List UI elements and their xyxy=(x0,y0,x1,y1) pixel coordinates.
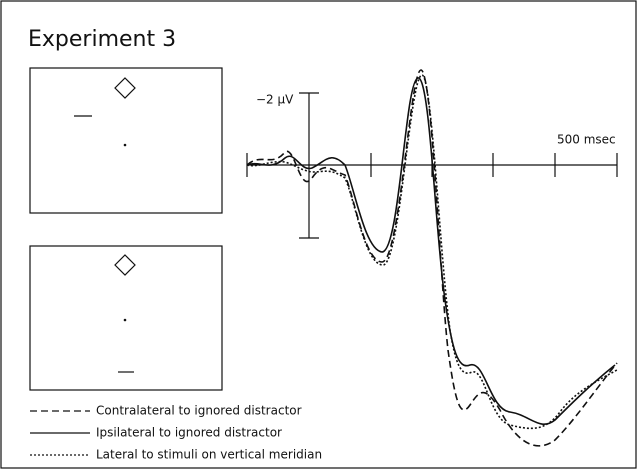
voltage-caps xyxy=(299,92,319,239)
panel-frame xyxy=(29,67,223,214)
legend-label: Lateral to stimuli on vertical meridian xyxy=(96,448,322,462)
stimulus-panel xyxy=(29,67,223,214)
ipsilateral-wave xyxy=(246,77,616,426)
panel-frame xyxy=(29,245,223,391)
legend-label: Ipsilateral to ignored distractor xyxy=(96,426,282,440)
voltage-label: −2 µV xyxy=(256,93,294,107)
fixation xyxy=(123,318,127,322)
figure-title: Experiment 3 xyxy=(28,27,176,52)
time-label: 500 msec xyxy=(557,133,616,147)
stimulus-panel xyxy=(29,245,223,391)
contralateral-wave xyxy=(246,69,618,447)
legend-label: Contralateral to ignored distractor xyxy=(96,404,302,418)
diamond xyxy=(114,254,136,276)
fixation xyxy=(123,143,127,147)
diamond xyxy=(114,77,136,99)
legend: Contralateral to ignored distractor Ipsi… xyxy=(30,404,322,462)
